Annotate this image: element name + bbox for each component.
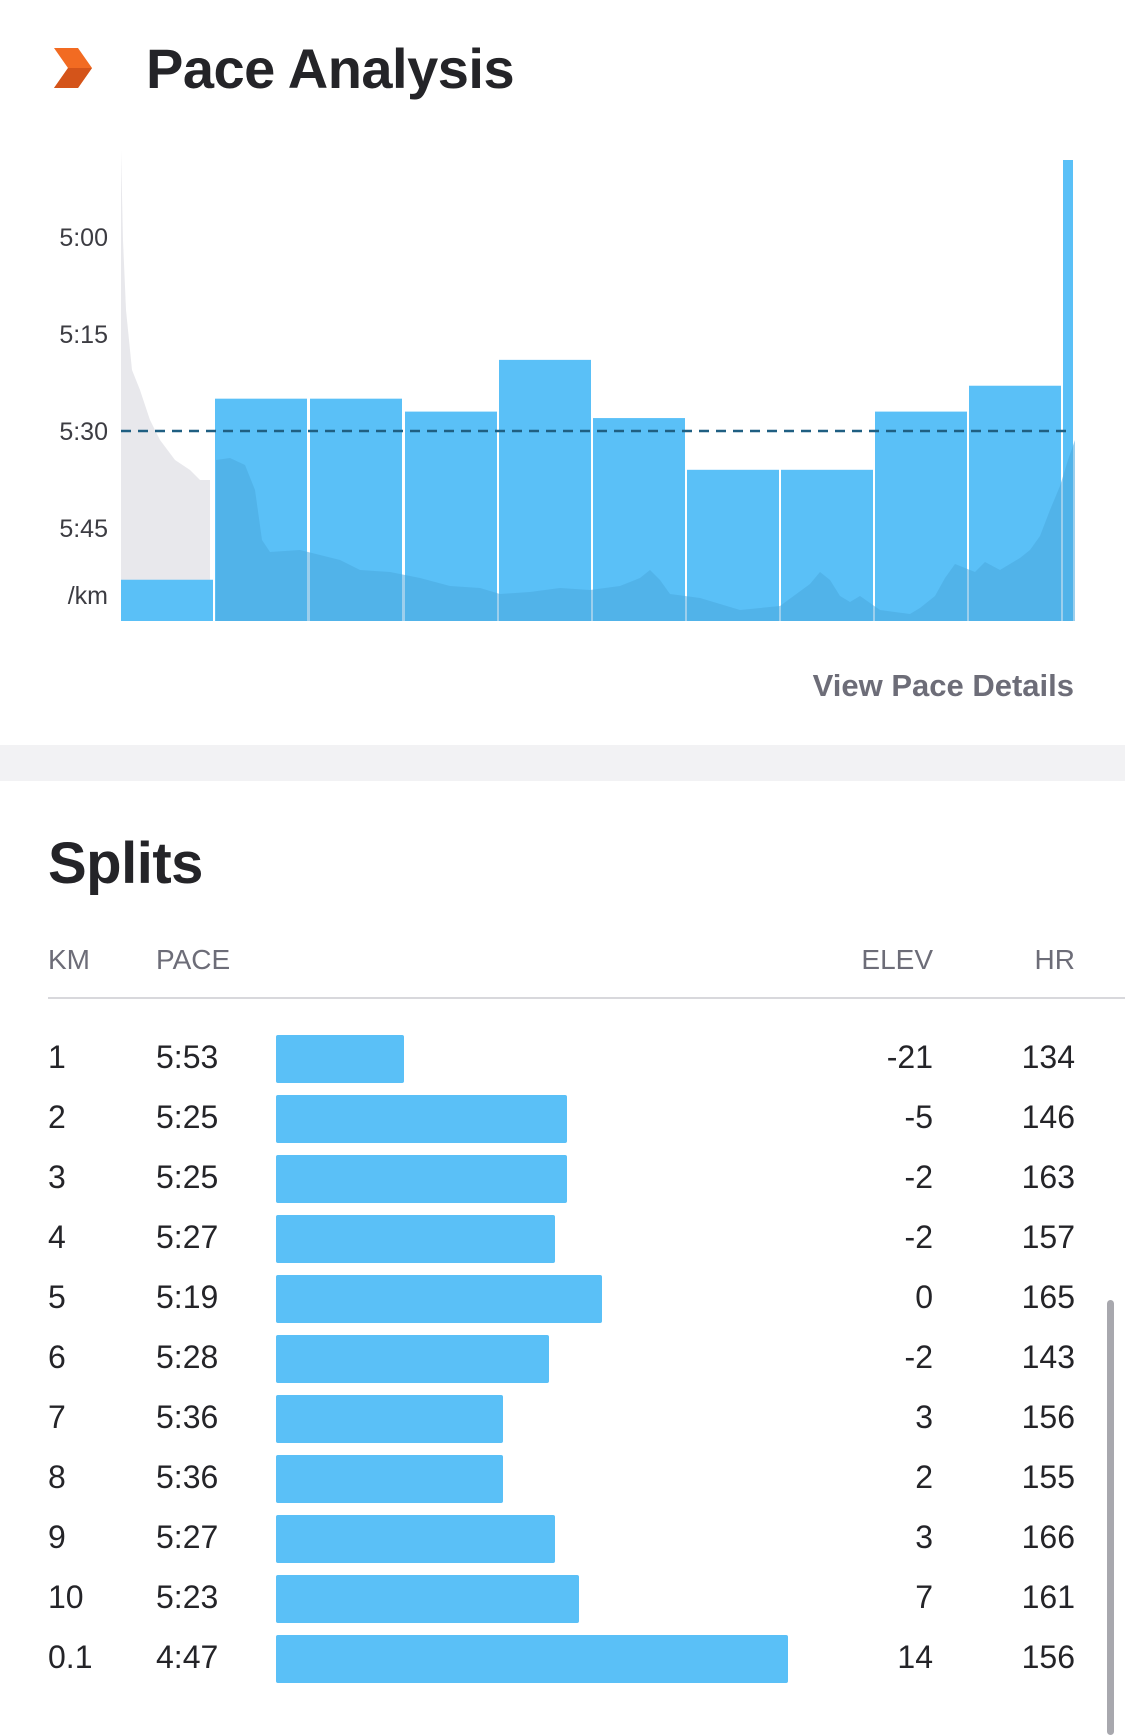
pace-chart[interactable]: 5:00 5:15 5:30 5:45/km: [0, 140, 1125, 640]
split-pace: 5:25: [156, 1159, 219, 1195]
split-pace: 5:27: [156, 1519, 219, 1555]
heart-rate-area: [216, 440, 1075, 621]
split-pace: 4:47: [156, 1639, 219, 1675]
pace-analysis-header: Pace Analysis: [0, 0, 1125, 140]
column-header-hr: HR: [1034, 944, 1075, 975]
column-header-pace: PACE: [156, 944, 231, 975]
split-row: 10 5:23 7 161: [0, 1575, 1125, 1623]
split-elevation: -2: [904, 1219, 933, 1255]
split-pace-bar: [276, 1575, 579, 1623]
split-elevation: 3: [915, 1519, 933, 1555]
split-pace: 5:27: [156, 1219, 219, 1255]
y-axis-unit-label: /km: [68, 582, 108, 610]
split-heart-rate: 155: [1021, 1459, 1075, 1495]
split-elevation: 14: [897, 1639, 933, 1675]
split-row: 1 5:53 -21 134: [0, 1035, 1125, 1083]
pace-chart-svg: 5:00 5:15 5:30 5:45/km: [59, 150, 1075, 621]
split-heart-rate: 143: [1021, 1339, 1075, 1375]
split-row: 2 5:25 -5 146: [0, 1095, 1125, 1143]
split-km: 0.1: [48, 1639, 93, 1675]
split-row: 5 5:19 0 165: [0, 1275, 1125, 1323]
split-pace-bar: [276, 1215, 555, 1263]
y-tick-label: 5:00: [59, 224, 108, 252]
pace-bar: [1063, 160, 1073, 621]
split-pace: 5:23: [156, 1579, 219, 1615]
split-km: 10: [48, 1579, 84, 1615]
split-row: 7 5:36 3 156: [0, 1395, 1125, 1443]
split-elevation: -2: [904, 1339, 933, 1375]
split-heart-rate: 166: [1021, 1519, 1075, 1555]
pace-bar: [687, 469, 779, 621]
view-pace-details-link[interactable]: View Pace Details: [812, 668, 1074, 703]
split-km: 2: [48, 1099, 66, 1135]
split-heart-rate: 165: [1021, 1279, 1075, 1315]
split-pace: 5:53: [156, 1039, 219, 1075]
split-km: 3: [48, 1159, 66, 1195]
splits-title: Splits: [48, 831, 203, 896]
split-pace-bar: [276, 1395, 503, 1443]
scrollbar[interactable]: [1107, 1300, 1114, 1735]
split-row: 8 5:36 2 155: [0, 1455, 1125, 1503]
split-elevation: -21: [886, 1039, 933, 1075]
split-heart-rate: 157: [1021, 1219, 1075, 1255]
splits-table-header: KM PACE ELEV HR: [0, 940, 1125, 1000]
y-tick-label: 5:15: [59, 321, 108, 349]
y-tick-label: 5:30: [59, 418, 108, 446]
split-pace-bar: [276, 1515, 555, 1563]
y-tick-label: 5:45: [59, 515, 108, 543]
split-pace: 5:25: [156, 1099, 219, 1135]
split-row: 3 5:25 -2 163: [0, 1155, 1125, 1203]
split-heart-rate: 146: [1021, 1099, 1075, 1135]
strava-chevron-icon: [54, 48, 92, 88]
split-elevation: 2: [915, 1459, 933, 1495]
split-pace-bar: [276, 1635, 788, 1683]
column-header-km: KM: [48, 944, 90, 975]
split-pace-bar: [276, 1335, 549, 1383]
split-heart-rate: 163: [1021, 1159, 1075, 1195]
pace-analysis-title: Pace Analysis: [146, 37, 515, 100]
split-elevation: -2: [904, 1159, 933, 1195]
section-divider: [0, 745, 1125, 781]
split-km: 9: [48, 1519, 66, 1555]
split-heart-rate: 134: [1021, 1039, 1075, 1075]
split-km: 6: [48, 1339, 66, 1375]
pace-bar: [121, 579, 213, 621]
split-row: 4 5:27 -2 157: [0, 1215, 1125, 1263]
split-km: 4: [48, 1219, 66, 1255]
column-header-elev: ELEV: [861, 944, 933, 975]
split-pace: 5:28: [156, 1339, 219, 1375]
split-elevation: 3: [915, 1399, 933, 1435]
split-km: 8: [48, 1459, 66, 1495]
split-heart-rate: 156: [1021, 1399, 1075, 1435]
splits-header-divider: [48, 997, 1125, 999]
pace-bar: [499, 359, 591, 621]
split-pace-bar: [276, 1455, 503, 1503]
split-km: 5: [48, 1279, 66, 1315]
split-pace-bar: [276, 1035, 404, 1083]
split-elevation: 0: [915, 1279, 933, 1315]
elevation-profile: [121, 150, 210, 621]
split-km: 1: [48, 1039, 66, 1075]
split-elevation: -5: [904, 1099, 933, 1135]
split-pace: 5:19: [156, 1279, 219, 1315]
split-heart-rate: 156: [1021, 1639, 1075, 1675]
split-heart-rate: 161: [1021, 1579, 1075, 1615]
split-pace-bar: [276, 1275, 602, 1323]
split-km: 7: [48, 1399, 66, 1435]
split-pace: 5:36: [156, 1399, 219, 1435]
split-pace-bar: [276, 1095, 567, 1143]
split-row: 0.1 4:47 14 156: [0, 1635, 1125, 1683]
split-row: 9 5:27 3 166: [0, 1515, 1125, 1563]
split-row: 6 5:28 -2 143: [0, 1335, 1125, 1383]
split-pace-bar: [276, 1155, 567, 1203]
split-pace: 5:36: [156, 1459, 219, 1495]
split-elevation: 7: [915, 1579, 933, 1615]
